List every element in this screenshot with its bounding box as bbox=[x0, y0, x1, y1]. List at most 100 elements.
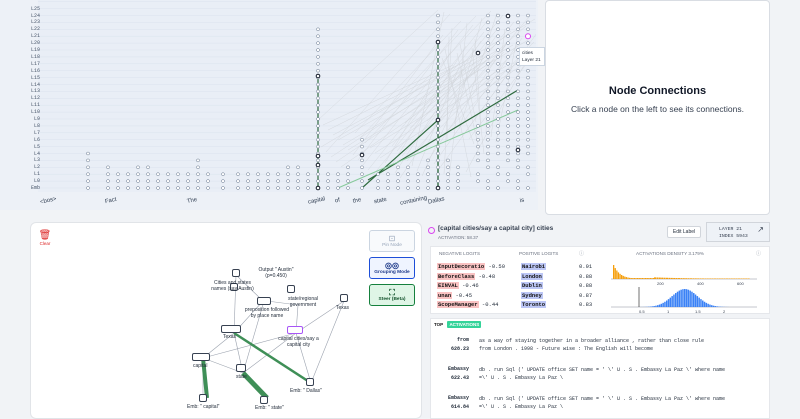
graph-node bbox=[486, 186, 490, 190]
density-bar-low bbox=[658, 304, 661, 307]
density-bar-low bbox=[660, 303, 663, 307]
pin-node-button[interactable]: ⊡ Pin Node bbox=[369, 230, 415, 252]
graph-node bbox=[426, 158, 430, 163]
graph-node bbox=[126, 186, 130, 190]
graph-node bbox=[316, 34, 320, 38]
tab-top[interactable]: TOP bbox=[434, 322, 444, 327]
subgraph-panel[interactable] bbox=[30, 222, 422, 419]
activation-context-line1: as a way of staying together in a broade… bbox=[479, 338, 705, 344]
graph-node bbox=[146, 186, 150, 190]
activation-token: Embassy bbox=[447, 395, 469, 401]
graph-node bbox=[486, 82, 490, 87]
subgraph-svg[interactable] bbox=[31, 223, 423, 419]
subgraph-node-cities_names[interactable] bbox=[230, 283, 238, 291]
layer-label: L11 bbox=[30, 102, 40, 109]
info-icon: ⓘ bbox=[579, 251, 585, 257]
token-label: containing bbox=[399, 195, 428, 207]
graph-node bbox=[316, 48, 320, 52]
layer-index-link[interactable]: LAYER 21 INDEX 5943 ↗ bbox=[706, 222, 770, 242]
activation-tabs: TOP ACTIVATIONS bbox=[434, 321, 482, 328]
graph-node bbox=[196, 186, 200, 190]
graph-node-active bbox=[435, 185, 441, 191]
token-axis: <bos> Fact The capital of the state containing D… bbox=[0, 195, 538, 210]
graph-node bbox=[346, 165, 350, 170]
subgraph-node-emb_state[interactable] bbox=[260, 396, 268, 404]
subgraph-node-label-emb_capital: Emb: " capital" bbox=[187, 404, 220, 410]
subgraph-node-capital_cities[interactable] bbox=[287, 326, 303, 334]
token-label: is bbox=[519, 197, 525, 205]
graph-node bbox=[526, 89, 530, 94]
density-bar-low bbox=[716, 306, 718, 307]
positive-logit-value: 0.88 bbox=[579, 272, 593, 280]
density-bar-low bbox=[694, 294, 697, 307]
graph-node bbox=[360, 186, 364, 190]
negative-logits-header: NEGATIVE LOGITS bbox=[439, 251, 481, 256]
density-bar-tail bbox=[728, 278, 731, 279]
density-bar-tail bbox=[685, 278, 688, 279]
steer-button[interactable]: ⛶ Steer (Beta) bbox=[369, 284, 415, 306]
graph-node bbox=[360, 172, 364, 176]
graph-node bbox=[526, 172, 530, 176]
subgraph-node-texas_right[interactable] bbox=[340, 294, 348, 302]
grouping-mode-button[interactable]: ◎◎ Grouping Mode bbox=[369, 257, 415, 279]
graph-node bbox=[516, 89, 520, 94]
graph-node bbox=[526, 144, 530, 149]
density-bar-low bbox=[664, 301, 666, 307]
graph-node bbox=[316, 82, 320, 87]
graph-edge bbox=[456, 52, 480, 150]
graph-node bbox=[326, 179, 330, 183]
graph-node bbox=[506, 151, 510, 156]
graph-svg[interactable] bbox=[38, 0, 538, 192]
graph-node bbox=[506, 75, 510, 80]
graph-node bbox=[406, 186, 410, 190]
graph-edge bbox=[384, 50, 452, 164]
density-bar-tail bbox=[692, 278, 695, 279]
negative-logit-row: EINVAL -0.46 bbox=[437, 282, 479, 290]
subgraph-node-emb_capital[interactable] bbox=[199, 394, 207, 402]
attribution-graph-panel[interactable]: Emb L0 L1 L2 L3 L4 L5 L6 L7 L8 L9 L10 L11 L12 L13 L14 L1… bbox=[0, 0, 545, 210]
graph-node bbox=[196, 179, 200, 183]
grouping-icon: ◎◎ bbox=[385, 261, 399, 270]
subgraph-node-texas_left[interactable] bbox=[221, 325, 241, 333]
graph-node bbox=[436, 62, 440, 66]
positive-logit-value: 0.87 bbox=[579, 291, 593, 299]
density-bar-low bbox=[698, 297, 700, 307]
graph-node bbox=[436, 131, 440, 135]
graph-node bbox=[256, 186, 260, 190]
graph-edge bbox=[330, 68, 466, 158]
density-bar-low bbox=[689, 290, 691, 307]
density-bar-tail bbox=[699, 278, 702, 279]
negative-logit-token: ScopeManager bbox=[437, 301, 479, 308]
density-tick: 400 bbox=[697, 281, 704, 286]
subgraph-node-state_gov[interactable] bbox=[287, 285, 295, 293]
graph-node bbox=[156, 172, 160, 176]
graph-canvas[interactable] bbox=[38, 0, 538, 192]
edit-label-button[interactable]: Edit Label bbox=[667, 226, 701, 238]
graph-node bbox=[436, 75, 440, 80]
graph-node bbox=[206, 172, 210, 176]
density-bar-tail bbox=[745, 278, 748, 279]
subgraph-node-emb_dallas[interactable] bbox=[306, 378, 314, 386]
density-bar-high bbox=[630, 278, 632, 279]
graph-edge bbox=[325, 13, 451, 153]
density-bar-low bbox=[669, 297, 672, 307]
layer-label: L9 bbox=[33, 116, 40, 122]
tab-activations[interactable]: ACTIVATIONS bbox=[447, 321, 482, 328]
density-bar-tail bbox=[740, 278, 743, 279]
graph-node bbox=[316, 117, 320, 121]
subgraph-node-capital[interactable] bbox=[192, 353, 210, 361]
subgraph-node-preposition[interactable] bbox=[257, 297, 271, 305]
density-bar-high bbox=[641, 278, 644, 279]
clear-button[interactable]: 🗑 Clear bbox=[34, 230, 56, 252]
subgraph-node-output[interactable] bbox=[232, 269, 240, 277]
negative-logit-row: ScopeManager -0.44 bbox=[437, 301, 498, 309]
subgraph-node-state[interactable] bbox=[236, 364, 246, 372]
negative-logit-value: -0.45 bbox=[455, 291, 473, 299]
subgraph-strong-edges bbox=[201, 331, 312, 400]
graph-edge bbox=[354, 20, 462, 134]
layer-label: L20 bbox=[30, 40, 40, 47]
graph-node bbox=[296, 165, 300, 170]
graph-node bbox=[306, 179, 310, 183]
graph-node bbox=[176, 186, 180, 190]
density-bar-tail bbox=[675, 278, 678, 279]
